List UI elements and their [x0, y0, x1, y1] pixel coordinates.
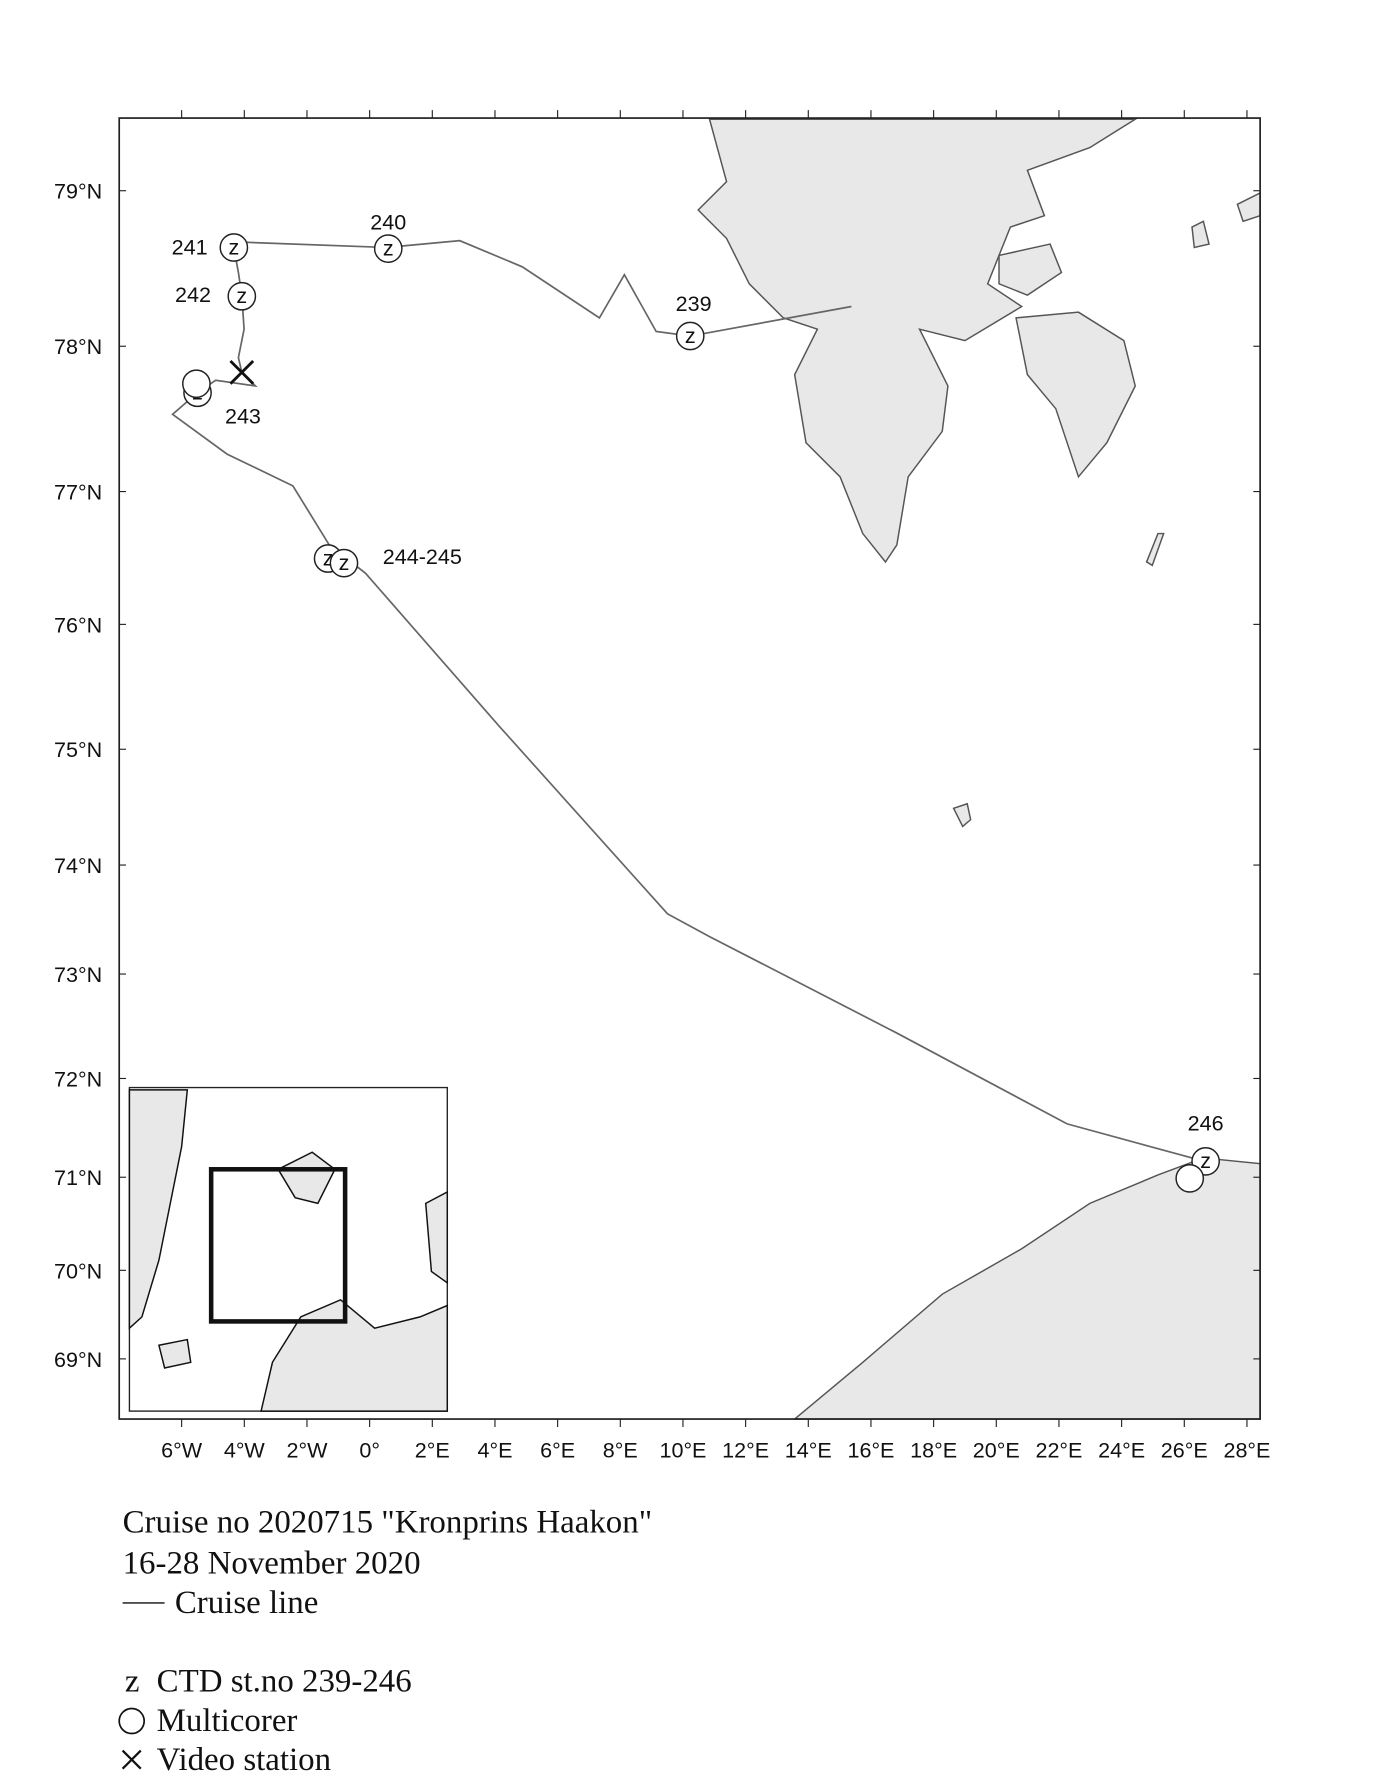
- lat-label: 79°N: [54, 179, 102, 204]
- caption-title: Cruise no 2020715 "Kronprins Haakon": [123, 1505, 653, 1541]
- ctd-symbol: z: [236, 283, 247, 308]
- ctd-symbol: z: [383, 235, 394, 260]
- lon-label: 12°E: [722, 1438, 769, 1463]
- station-circle: [219, 233, 249, 262]
- land: [697, 118, 1261, 1420]
- lon-label: 28°E: [1223, 1438, 1270, 1463]
- legend-video: Video station: [157, 1742, 331, 1778]
- inset-novaya: [424, 1190, 449, 1285]
- lon-label: 4°W: [224, 1438, 266, 1463]
- caption-date: 16-28 November 2020: [123, 1545, 421, 1581]
- lat-label: 78°N: [54, 334, 102, 359]
- lat-label: 69°N: [54, 1347, 102, 1372]
- ctd-symbol: z: [1200, 1148, 1211, 1173]
- ctd-symbol: z: [228, 234, 239, 259]
- inset-scandinavia: [260, 1298, 449, 1412]
- inset-extent-box: [208, 1167, 348, 1324]
- lon-label: 20°E: [973, 1438, 1020, 1463]
- station-label: 243: [225, 403, 261, 428]
- lon-label: 16°E: [847, 1438, 894, 1463]
- lat-label: 76°N: [54, 612, 102, 637]
- legend-video-symbol: [121, 1749, 142, 1770]
- station-circle: [227, 281, 257, 311]
- station-label: 239: [676, 291, 712, 316]
- video-station-marker: [229, 360, 255, 385]
- lon-label: 26°E: [1161, 1438, 1208, 1463]
- legend-ctd-symbol: z: [125, 1664, 140, 1700]
- legend-multicorer-symbol: [118, 1707, 146, 1735]
- station-circle: [373, 234, 403, 263]
- lat-label: 75°N: [54, 737, 102, 762]
- ctd-symbol: z: [339, 550, 350, 575]
- inset-map: [128, 1086, 449, 1412]
- lon-label: 18°E: [910, 1438, 957, 1463]
- station-label: 246: [1188, 1111, 1224, 1136]
- legend-cruise-line: Cruise line: [175, 1585, 318, 1621]
- station-label: 240: [370, 209, 406, 234]
- inset-iceland: [158, 1338, 192, 1369]
- lat-label: 73°N: [54, 962, 102, 987]
- lon-label: 8°E: [603, 1438, 638, 1463]
- station-label: 242: [175, 282, 211, 307]
- lon-label: 24°E: [1098, 1438, 1145, 1463]
- legend-ctd: CTD st.no 239-246: [157, 1664, 412, 1700]
- station-circle: [1175, 1164, 1205, 1193]
- lat-label: 72°N: [54, 1066, 102, 1091]
- cruise-line: [171, 239, 1210, 1165]
- station-circle: [182, 369, 211, 399]
- lon-label: 14°E: [785, 1438, 832, 1463]
- lon-label: 4°E: [477, 1438, 512, 1463]
- station-circle: [675, 321, 705, 351]
- graticule-ticks: 79°N 78°N 77°N 76°N 75°N 74°N 73°N 72°N 71°N 70°N…: [54, 110, 1270, 1463]
- inset-greenland: [128, 1089, 189, 1330]
- station-label: 244-245: [383, 544, 462, 569]
- lat-label: 77°N: [54, 480, 102, 505]
- lon-label: 2°W: [287, 1438, 329, 1463]
- lon-label: 0°: [359, 1438, 380, 1463]
- lon-label: 22°E: [1035, 1438, 1082, 1463]
- lon-label: 6°W: [161, 1438, 203, 1463]
- lat-label: 74°N: [54, 853, 102, 878]
- map-frame: [118, 117, 1261, 1420]
- legend-multicorer: Multicorer: [157, 1703, 298, 1739]
- lat-label: 70°N: [54, 1258, 102, 1283]
- lon-label: 2°E: [415, 1438, 450, 1463]
- lat-label: 71°N: [54, 1165, 102, 1190]
- lon-label: 10°E: [659, 1438, 706, 1463]
- ctd-symbol: z: [685, 323, 696, 348]
- station-circle: [329, 548, 359, 578]
- inset-svalbard: [277, 1151, 336, 1205]
- ctd-symbol: z: [323, 545, 334, 570]
- station-label: 241: [172, 234, 208, 259]
- lon-label: 6°E: [540, 1438, 575, 1463]
